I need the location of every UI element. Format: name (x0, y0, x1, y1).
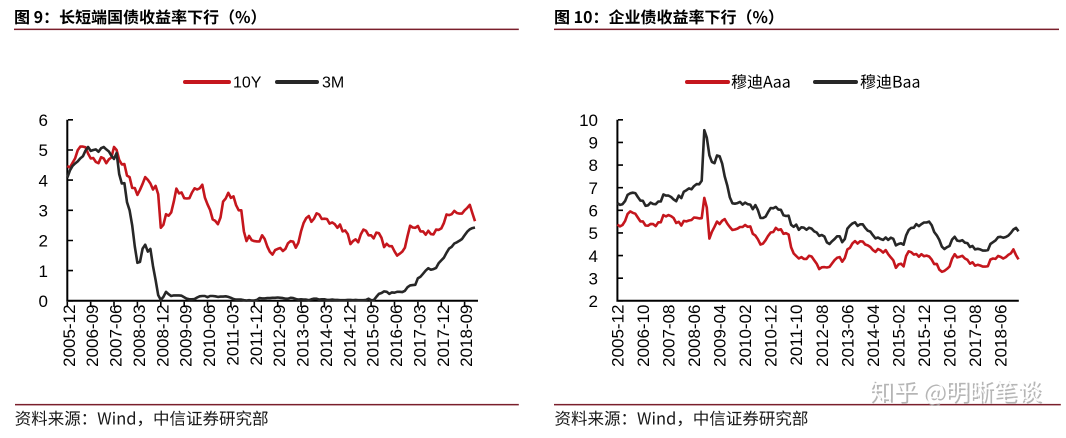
svg-text:2017-12: 2017-12 (434, 305, 453, 367)
svg-text:2007-08: 2007-08 (660, 305, 679, 367)
svg-text:7: 7 (589, 179, 598, 198)
svg-text:2009-09: 2009-09 (177, 305, 196, 367)
svg-text:0: 0 (39, 292, 48, 311)
svg-text:6: 6 (39, 111, 48, 130)
svg-text:2013-06: 2013-06 (294, 305, 313, 367)
svg-text:2006-09: 2006-09 (83, 305, 102, 367)
svg-text:2009-04: 2009-04 (711, 305, 730, 367)
svg-text:2010-06: 2010-06 (200, 305, 219, 367)
svg-text:4: 4 (589, 247, 598, 266)
svg-text:2010-12: 2010-12 (762, 305, 781, 367)
svg-text:1: 1 (39, 262, 48, 281)
svg-text:10Y: 10Y (233, 75, 262, 92)
svg-text:4: 4 (39, 171, 48, 190)
svg-text:2015-02: 2015-02 (890, 305, 909, 367)
svg-text:5: 5 (589, 224, 598, 243)
svg-text:2005-12: 2005-12 (608, 305, 627, 367)
svg-text:6: 6 (589, 202, 598, 221)
svg-text:2008-06: 2008-06 (685, 305, 704, 367)
svg-text:2017-08: 2017-08 (966, 305, 985, 367)
svg-text:2015-09: 2015-09 (364, 305, 383, 367)
svg-text:2: 2 (589, 292, 598, 311)
svg-text:2014-04: 2014-04 (864, 305, 883, 367)
svg-text:2018-06: 2018-06 (992, 305, 1011, 367)
svg-text:3M: 3M (322, 75, 344, 92)
svg-text:2014-12: 2014-12 (340, 305, 359, 367)
svg-text:2007-06: 2007-06 (107, 305, 126, 367)
svg-text:2017-03: 2017-03 (410, 305, 429, 367)
svg-text:5: 5 (39, 141, 48, 160)
svg-text:2018-09: 2018-09 (457, 305, 476, 367)
svg-text:2016-06: 2016-06 (387, 305, 406, 367)
svg-text:3: 3 (39, 202, 48, 221)
svg-text:8: 8 (589, 156, 598, 175)
svg-text:10: 10 (579, 111, 598, 130)
svg-text:2005-12: 2005-12 (60, 305, 79, 367)
svg-text:2008-12: 2008-12 (153, 305, 172, 367)
svg-text:2011-10: 2011-10 (787, 305, 806, 366)
svg-text:2011-03: 2011-03 (223, 305, 242, 366)
svg-text:2015-12: 2015-12 (915, 305, 934, 367)
svg-text:2014-03: 2014-03 (317, 305, 336, 367)
svg-text:2012-08: 2012-08 (813, 305, 832, 367)
svg-text:9: 9 (589, 134, 598, 153)
svg-text:2011-12: 2011-12 (247, 305, 266, 366)
svg-text:2006-10: 2006-10 (634, 305, 653, 367)
svg-text:2012-09: 2012-09 (270, 305, 289, 367)
svg-text:2008-03: 2008-03 (130, 305, 149, 367)
svg-text:2013-06: 2013-06 (838, 305, 857, 367)
svg-text:3: 3 (589, 269, 598, 288)
svg-text:2: 2 (39, 232, 48, 251)
svg-text:2016-10: 2016-10 (941, 305, 960, 367)
svg-text:2010-02: 2010-02 (736, 305, 755, 367)
